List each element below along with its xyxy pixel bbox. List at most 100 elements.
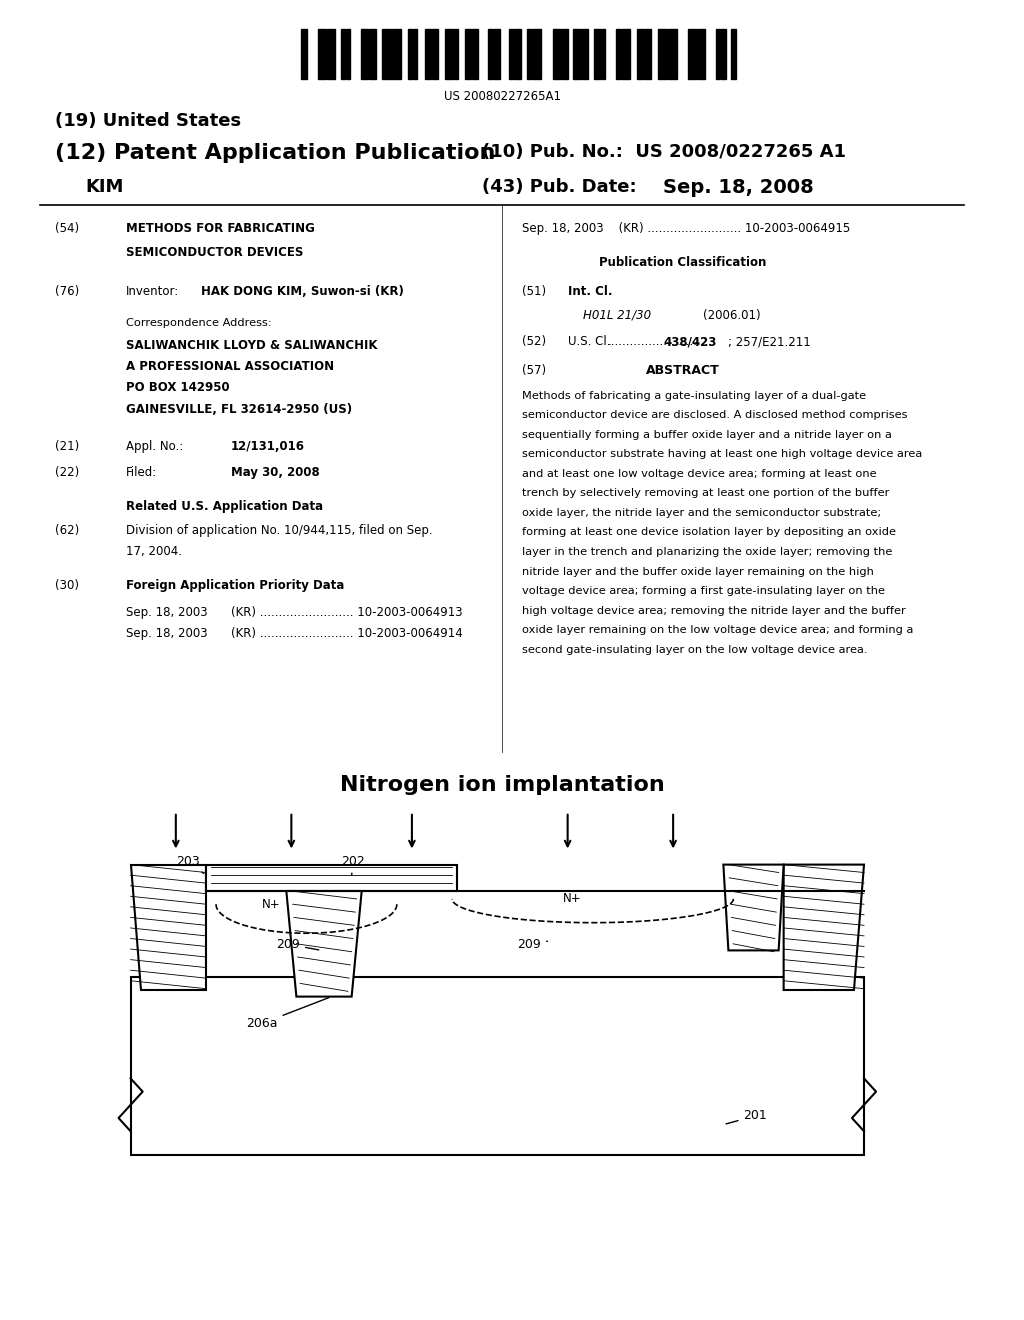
Text: GAINESVILLE, FL 32614-2950 (US): GAINESVILLE, FL 32614-2950 (US) xyxy=(126,403,351,416)
Text: forming at least one device isolation layer by depositing an oxide: forming at least one device isolation la… xyxy=(522,528,896,537)
Bar xyxy=(432,29,438,79)
Bar xyxy=(698,29,705,79)
Polygon shape xyxy=(131,865,206,990)
Text: Sep. 18, 2003: Sep. 18, 2003 xyxy=(126,606,207,619)
Bar xyxy=(616,29,622,79)
Text: Publication Classification: Publication Classification xyxy=(599,256,767,269)
Text: (76): (76) xyxy=(55,285,80,298)
Bar xyxy=(472,29,478,79)
Text: (2006.01): (2006.01) xyxy=(703,309,761,322)
Text: 203: 203 xyxy=(176,854,204,874)
Text: (43) Pub. Date:: (43) Pub. Date: xyxy=(482,178,637,197)
Text: (21): (21) xyxy=(55,440,80,453)
Bar xyxy=(206,865,457,891)
Text: (57): (57) xyxy=(522,364,547,378)
Text: Filed:: Filed: xyxy=(126,466,157,479)
Text: (30): (30) xyxy=(55,579,79,593)
Bar xyxy=(669,29,677,79)
Text: Nitrogen ion implantation: Nitrogen ion implantation xyxy=(340,775,665,795)
Bar xyxy=(731,29,736,79)
Bar xyxy=(721,29,726,79)
Bar xyxy=(392,29,401,79)
Text: N+: N+ xyxy=(262,898,281,911)
Bar xyxy=(553,29,561,79)
Bar xyxy=(318,29,327,79)
Text: Int. Cl.: Int. Cl. xyxy=(567,285,612,298)
Bar xyxy=(644,29,651,79)
Text: sequentially forming a buffer oxide layer and a nitride layer on a: sequentially forming a buffer oxide laye… xyxy=(522,430,892,440)
Text: Foreign Application Priority Data: Foreign Application Priority Data xyxy=(126,579,344,593)
Bar xyxy=(527,29,531,79)
Text: 209: 209 xyxy=(517,937,548,950)
Text: US 20080227265A1: US 20080227265A1 xyxy=(443,90,561,103)
Text: (19) United States: (19) United States xyxy=(55,112,242,131)
Polygon shape xyxy=(783,865,864,990)
Text: voltage device area; forming a first gate-insulating layer on the: voltage device area; forming a first gat… xyxy=(522,586,886,597)
Text: (10) Pub. No.:  US 2008/0227265 A1: (10) Pub. No.: US 2008/0227265 A1 xyxy=(482,143,846,161)
Text: second gate-insulating layer on the low voltage device area.: second gate-insulating layer on the low … xyxy=(522,644,868,655)
Text: Sep. 18, 2008: Sep. 18, 2008 xyxy=(664,178,814,197)
Text: Appl. No.:: Appl. No.: xyxy=(126,440,183,453)
Text: May 30, 2008: May 30, 2008 xyxy=(231,466,319,479)
Text: high voltage device area; removing the nitride layer and the buffer: high voltage device area; removing the n… xyxy=(522,606,906,615)
Text: PO BOX 142950: PO BOX 142950 xyxy=(126,381,229,395)
Text: semiconductor substrate having at least one high voltage device area: semiconductor substrate having at least … xyxy=(522,449,923,459)
Text: HAK DONG KIM, Suwon-si (KR): HAK DONG KIM, Suwon-si (KR) xyxy=(201,285,403,298)
Text: layer in the trench and planarizing the oxide layer; removing the: layer in the trench and planarizing the … xyxy=(522,546,893,557)
Text: Methods of fabricating a gate-insulating layer of a dual-gate: Methods of fabricating a gate-insulating… xyxy=(522,391,866,401)
Bar xyxy=(346,29,349,79)
Bar xyxy=(602,29,605,79)
Text: 17, 2004.: 17, 2004. xyxy=(126,545,181,558)
Bar xyxy=(425,29,431,79)
Text: Division of application No. 10/944,115, filed on Sep.: Division of application No. 10/944,115, … xyxy=(126,524,432,537)
Bar xyxy=(594,29,601,79)
Bar xyxy=(716,29,720,79)
Text: ; 257/E21.211: ; 257/E21.211 xyxy=(728,335,811,348)
Bar xyxy=(328,29,335,79)
Bar xyxy=(382,29,391,79)
Text: A PROFESSIONAL ASSOCIATION: A PROFESSIONAL ASSOCIATION xyxy=(126,360,334,374)
Bar xyxy=(454,29,458,79)
Bar xyxy=(509,29,513,79)
Text: (KR) ......................... 10-2003-0064914: (KR) ......................... 10-2003-0… xyxy=(231,627,463,640)
Bar xyxy=(573,29,581,79)
Text: 12/131,016: 12/131,016 xyxy=(231,440,305,453)
Text: N+: N+ xyxy=(563,892,582,906)
Polygon shape xyxy=(287,891,361,997)
Bar xyxy=(488,29,493,79)
Text: (54): (54) xyxy=(55,222,80,235)
Text: (51): (51) xyxy=(522,285,547,298)
Bar xyxy=(413,29,418,79)
Text: U.S. Cl.: U.S. Cl. xyxy=(567,335,610,348)
Bar xyxy=(301,29,307,79)
Text: SEMICONDUCTOR DEVICES: SEMICONDUCTOR DEVICES xyxy=(126,246,303,259)
Text: (KR) ......................... 10-2003-0064913: (KR) ......................... 10-2003-0… xyxy=(231,606,463,619)
Bar xyxy=(514,29,521,79)
Text: Related U.S. Application Data: Related U.S. Application Data xyxy=(126,500,323,513)
Text: trench by selectively removing at least one portion of the buffer: trench by selectively removing at least … xyxy=(522,488,890,499)
Text: (12) Patent Application Publication: (12) Patent Application Publication xyxy=(55,143,496,162)
Bar xyxy=(369,29,377,79)
Text: 206a: 206a xyxy=(246,998,329,1030)
Bar xyxy=(637,29,643,79)
Bar xyxy=(562,29,567,79)
Text: 438/423: 438/423 xyxy=(664,335,717,348)
Bar xyxy=(131,977,864,1155)
Bar xyxy=(494,29,500,79)
Text: Sep. 18, 2003    (KR) ......................... 10-2003-0064915: Sep. 18, 2003 (KR) .....................… xyxy=(522,222,851,235)
Bar xyxy=(657,29,668,79)
Text: SALIWANCHIK LLOYD & SALIWANCHIK: SALIWANCHIK LLOYD & SALIWANCHIK xyxy=(126,339,377,352)
Text: and at least one low voltage device area; forming at least one: and at least one low voltage device area… xyxy=(522,469,878,479)
Text: ABSTRACT: ABSTRACT xyxy=(646,364,720,378)
Bar xyxy=(341,29,345,79)
Text: (22): (22) xyxy=(55,466,80,479)
Text: Correspondence Address:: Correspondence Address: xyxy=(126,318,271,329)
Text: Sep. 18, 2003: Sep. 18, 2003 xyxy=(126,627,207,640)
Text: 202: 202 xyxy=(342,854,366,875)
Text: oxide layer, the nitride layer and the semiconductor substrate;: oxide layer, the nitride layer and the s… xyxy=(522,508,882,517)
Bar xyxy=(445,29,453,79)
Text: 201: 201 xyxy=(726,1109,767,1123)
Text: METHODS FOR FABRICATING: METHODS FOR FABRICATING xyxy=(126,222,314,235)
Bar xyxy=(623,29,630,79)
Text: (62): (62) xyxy=(55,524,80,537)
